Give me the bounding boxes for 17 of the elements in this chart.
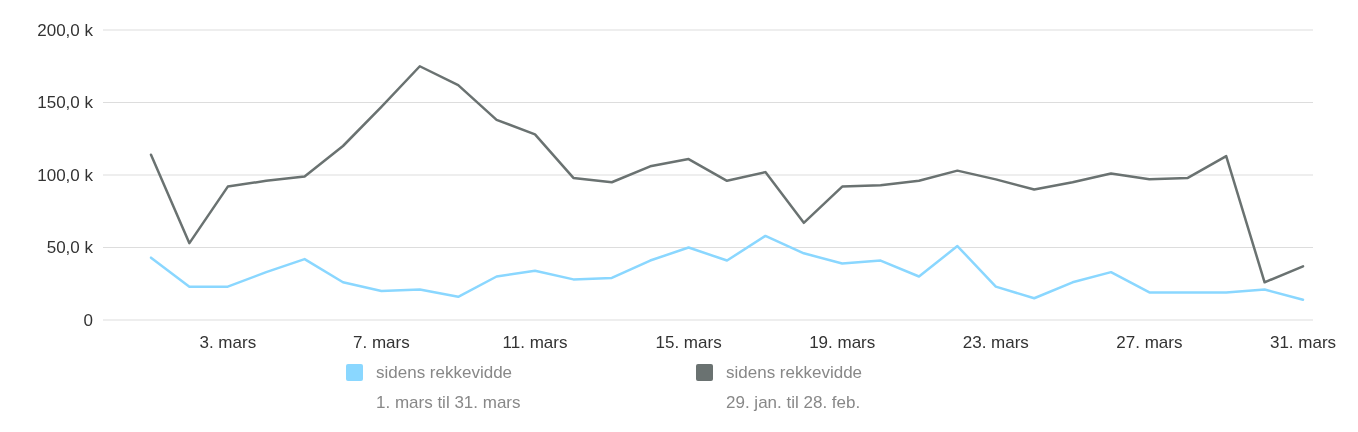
x-tick-label: 7. mars: [353, 333, 410, 352]
y-tick-label: 100,0 k: [37, 165, 94, 185]
y-tick-label: 150,0 k: [37, 93, 94, 113]
y-tick-label: 50,0 k: [46, 238, 94, 258]
legend-label: sidens rekkevidde 29. jan. til 28. feb.: [726, 363, 863, 412]
y-tick-label: 0: [83, 310, 93, 330]
x-tick-label: 11. mars: [502, 333, 568, 352]
line-series: [149, 65, 1305, 284]
x-tick-label: 3. mars: [199, 333, 257, 352]
legend-label: sidens rekkevidde 1. mars til 31. mars: [376, 363, 521, 412]
x-tick-label: 19. mars: [809, 333, 876, 352]
x-tick-label: 31. mars: [1269, 333, 1337, 352]
x-tick-label: 23. mars: [962, 333, 1029, 352]
y-tick-label: 200,0 k: [37, 20, 94, 40]
line-series: [149, 234, 1305, 301]
x-tick-label: 15. mars: [655, 333, 722, 352]
x-tick-label: 27. mars: [1116, 333, 1183, 352]
